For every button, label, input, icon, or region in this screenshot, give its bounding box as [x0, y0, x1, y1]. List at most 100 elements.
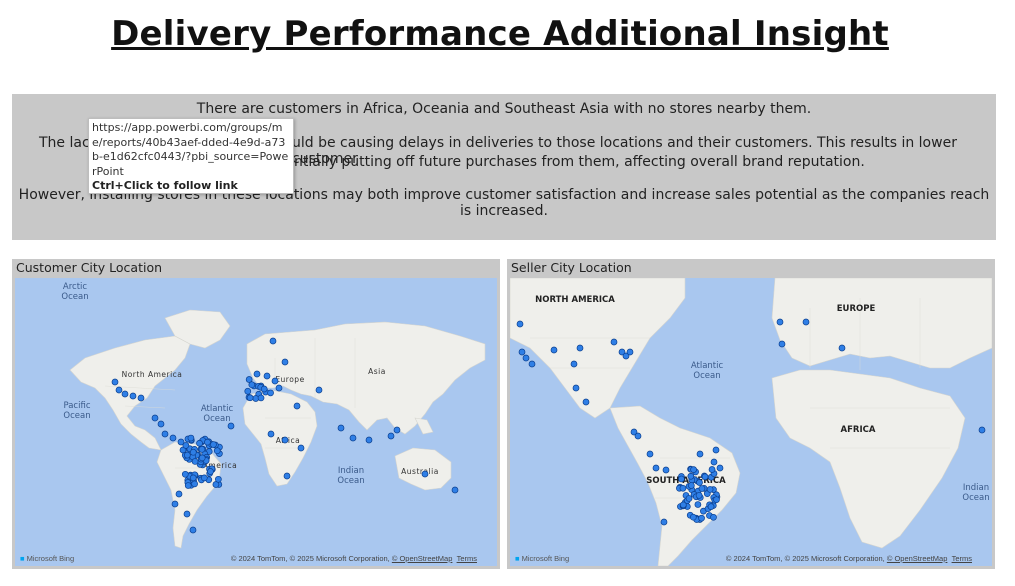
seller-city-dot[interactable]	[626, 348, 634, 356]
customer-city-dot[interactable]	[260, 385, 268, 393]
seller-city-dot[interactable]	[679, 484, 687, 492]
seller-city-dot[interactable]	[978, 426, 986, 434]
customer-map[interactable]: Arctic Ocean Pacific Ocean Atlantic Ocea…	[15, 278, 497, 566]
customer-city-dot[interactable]	[227, 422, 235, 430]
customer-city-dot[interactable]	[365, 436, 373, 444]
customer-city-dot[interactable]	[421, 470, 429, 478]
customer-city-dot[interactable]	[257, 394, 265, 402]
seller-city-dot[interactable]	[696, 450, 704, 458]
customer-city-dot[interactable]	[451, 486, 459, 494]
customer-city-dot[interactable]	[269, 337, 277, 345]
customer-city-dot[interactable]	[111, 378, 119, 386]
seller-city-dot[interactable]	[630, 428, 638, 436]
customer-city-dot[interactable]	[393, 426, 401, 434]
customer-city-dot[interactable]	[175, 490, 183, 498]
seller-city-dot[interactable]	[710, 513, 717, 521]
customer-terms-link[interactable]: Terms	[456, 554, 477, 563]
seller-city-dot[interactable]	[695, 492, 703, 499]
customer-city-dot[interactable]	[184, 482, 192, 489]
seller-terms-link[interactable]: Terms	[951, 554, 972, 563]
seller-city-dot[interactable]	[572, 384, 580, 392]
customer-city-dot[interactable]	[189, 474, 197, 482]
customer-city-dot[interactable]	[187, 434, 195, 442]
customer-city-dot[interactable]	[182, 442, 190, 449]
seller-city-dot[interactable]	[610, 338, 618, 346]
seller-city-dot[interactable]	[685, 495, 693, 502]
customer-city-dot[interactable]	[198, 445, 206, 453]
seller-city-dot[interactable]	[660, 518, 668, 526]
seller-city-dot[interactable]	[698, 485, 706, 492]
seller-city-dot[interactable]	[576, 344, 584, 352]
seller-city-dot[interactable]	[694, 501, 702, 508]
seller-city-dot[interactable]	[712, 446, 720, 454]
customer-city-dot[interactable]	[161, 430, 169, 438]
customer-city-dot[interactable]	[189, 448, 197, 456]
seller-city-dots[interactable]	[516, 318, 986, 526]
seller-city-dot[interactable]	[570, 360, 578, 368]
customer-city-dot[interactable]	[137, 394, 145, 402]
customer-city-dot[interactable]	[183, 510, 191, 518]
customer-city-dot[interactable]	[253, 370, 261, 378]
seller-city-dot[interactable]	[687, 472, 695, 480]
customer-city-dot[interactable]	[169, 434, 177, 442]
customer-city-dot[interactable]	[191, 458, 199, 465]
seller-city-dot[interactable]	[707, 503, 715, 510]
customer-city-dot[interactable]	[267, 389, 274, 397]
customer-city-dot[interactable]	[213, 447, 221, 455]
seller-osm-link[interactable]: © OpenStreetMap	[886, 554, 948, 563]
customer-city-dot[interactable]	[263, 372, 271, 380]
seller-city-dot[interactable]	[652, 464, 660, 472]
customer-city-dot[interactable]	[183, 451, 191, 459]
customer-city-dot[interactable]	[315, 386, 323, 394]
customer-city-dot[interactable]	[177, 438, 185, 446]
seller-city-dot[interactable]	[679, 501, 687, 509]
customer-city-dot[interactable]	[181, 470, 189, 478]
customer-city-dot[interactable]	[115, 386, 123, 394]
tooltip-url[interactable]: https://app.powerbi.com/groups/me/report…	[92, 121, 289, 178]
seller-city-dot[interactable]	[802, 318, 810, 326]
seller-city-dot[interactable]	[690, 466, 697, 474]
seller-city-dot[interactable]	[646, 450, 654, 458]
customer-city-dot[interactable]	[246, 394, 254, 402]
customer-city-dot[interactable]	[200, 474, 208, 482]
seller-city-dot[interactable]	[708, 466, 716, 473]
seller-city-dot[interactable]	[622, 352, 630, 360]
customer-city-dot[interactable]	[297, 444, 305, 452]
customer-city-dot[interactable]	[248, 381, 256, 389]
customer-osm-link[interactable]: © OpenStreetMap	[391, 554, 453, 563]
customer-city-dot[interactable]	[267, 430, 275, 438]
customer-city-dot[interactable]	[275, 384, 283, 392]
seller-city-dot[interactable]	[522, 354, 530, 362]
customer-city-dot[interactable]	[151, 414, 159, 422]
seller-city-dot[interactable]	[706, 486, 714, 493]
seller-city-dot[interactable]	[582, 398, 590, 406]
seller-city-dot[interactable]	[710, 458, 718, 466]
customer-city-dot[interactable]	[189, 526, 197, 534]
customer-city-dot[interactable]	[281, 436, 289, 444]
customer-city-dot[interactable]	[349, 434, 357, 442]
customer-city-dot[interactable]	[244, 387, 252, 395]
seller-city-dot[interactable]	[776, 318, 784, 326]
seller-city-dot[interactable]	[687, 482, 695, 489]
seller-city-dot[interactable]	[716, 464, 724, 472]
seller-city-dot[interactable]	[528, 360, 536, 368]
seller-city-dot[interactable]	[678, 475, 685, 483]
customer-city-dot[interactable]	[283, 472, 291, 480]
customer-city-dot[interactable]	[207, 468, 214, 475]
seller-city-dot[interactable]	[696, 479, 703, 486]
customer-city-dot[interactable]	[171, 500, 179, 508]
customer-city-dot[interactable]	[293, 402, 301, 410]
customer-city-dot[interactable]	[210, 441, 217, 448]
seller-city-dot[interactable]	[618, 348, 626, 356]
customer-city-dot[interactable]	[215, 475, 222, 483]
seller-city-dot[interactable]	[701, 473, 709, 481]
customer-city-dot[interactable]	[129, 392, 137, 400]
customer-city-dot[interactable]	[337, 424, 345, 432]
customer-city-dot[interactable]	[157, 420, 165, 428]
seller-city-dot[interactable]	[838, 344, 846, 352]
seller-city-dot[interactable]	[713, 496, 720, 504]
seller-city-dot[interactable]	[518, 348, 526, 356]
seller-city-dot[interactable]	[634, 432, 642, 440]
seller-map[interactable]: Atlantic Ocean Indian Ocean NORTH AMERIC…	[510, 278, 992, 566]
seller-city-dot[interactable]	[689, 513, 697, 521]
